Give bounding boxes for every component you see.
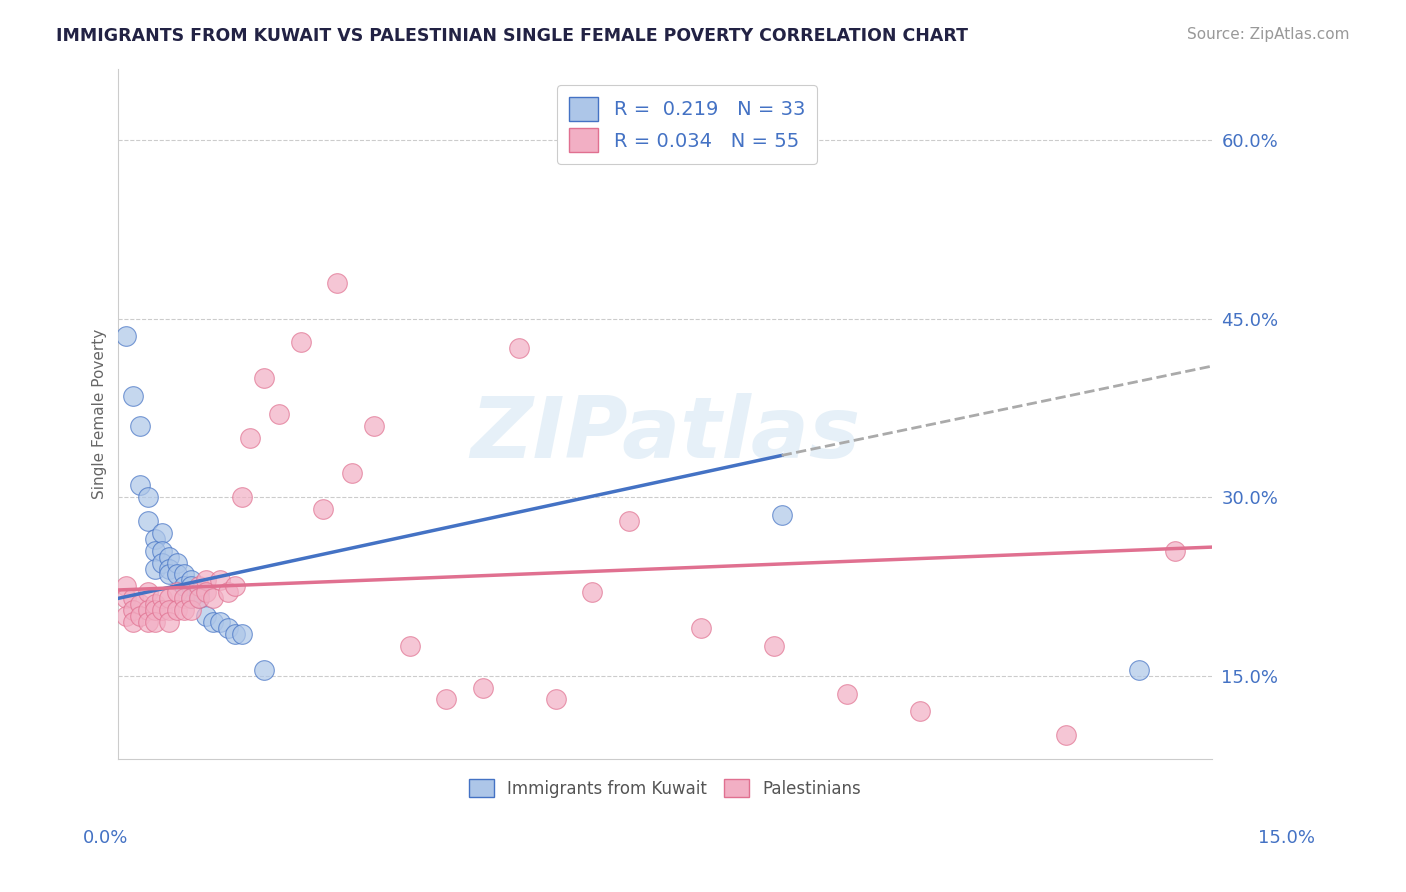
Point <box>837 687 859 701</box>
Point <box>136 585 159 599</box>
Text: 0.0%: 0.0% <box>83 829 128 847</box>
Point <box>129 418 152 433</box>
Point <box>194 585 217 599</box>
Point <box>187 585 209 599</box>
Point <box>166 556 188 570</box>
Point <box>114 579 136 593</box>
Point <box>114 609 136 624</box>
Point <box>122 591 145 606</box>
Point <box>290 335 312 350</box>
Point <box>908 705 931 719</box>
Point <box>399 639 422 653</box>
Point <box>194 609 217 624</box>
Point <box>159 603 181 617</box>
Point <box>180 591 202 606</box>
Point <box>159 615 181 629</box>
Point <box>1128 663 1150 677</box>
Point <box>150 591 173 606</box>
Point <box>166 585 188 599</box>
Point <box>136 603 159 617</box>
Point <box>143 597 166 611</box>
Text: ZIPatlas: ZIPatlas <box>470 393 860 476</box>
Point <box>763 639 786 653</box>
Point <box>217 621 239 635</box>
Point <box>617 514 640 528</box>
Point <box>581 585 603 599</box>
Point <box>180 603 202 617</box>
Point <box>143 532 166 546</box>
Point <box>340 467 363 481</box>
Point <box>180 574 202 588</box>
Point <box>159 567 181 582</box>
Point <box>436 692 458 706</box>
Point <box>173 591 195 606</box>
Point <box>690 621 713 635</box>
Point <box>253 663 276 677</box>
Text: 15.0%: 15.0% <box>1258 829 1315 847</box>
Point <box>1054 728 1077 742</box>
Point <box>180 591 202 606</box>
Text: Source: ZipAtlas.com: Source: ZipAtlas.com <box>1187 27 1350 42</box>
Point <box>471 681 494 695</box>
Point <box>231 627 253 641</box>
Legend: Immigrants from Kuwait, Palestinians: Immigrants from Kuwait, Palestinians <box>461 771 869 806</box>
Point <box>150 543 173 558</box>
Y-axis label: Single Female Poverty: Single Female Poverty <box>93 328 107 499</box>
Point <box>159 561 181 575</box>
Text: IMMIGRANTS FROM KUWAIT VS PALESTINIAN SINGLE FEMALE POVERTY CORRELATION CHART: IMMIGRANTS FROM KUWAIT VS PALESTINIAN SI… <box>56 27 969 45</box>
Point <box>143 561 166 575</box>
Point <box>194 574 217 588</box>
Point <box>217 585 239 599</box>
Point <box>150 603 173 617</box>
Point <box>187 591 209 606</box>
Point <box>363 418 385 433</box>
Point <box>129 597 152 611</box>
Point <box>187 579 209 593</box>
Point <box>224 579 246 593</box>
Point <box>150 525 173 540</box>
Point <box>231 490 253 504</box>
Point <box>173 603 195 617</box>
Point <box>253 371 276 385</box>
Point <box>770 508 793 522</box>
Point <box>114 591 136 606</box>
Point <box>159 591 181 606</box>
Point <box>267 407 290 421</box>
Point <box>114 329 136 343</box>
Point <box>122 389 145 403</box>
Point <box>143 543 166 558</box>
Point <box>173 567 195 582</box>
Point <box>202 591 225 606</box>
Point <box>209 574 232 588</box>
Point <box>544 692 567 706</box>
Point <box>129 609 152 624</box>
Point <box>209 615 232 629</box>
Point <box>136 490 159 504</box>
Point <box>311 502 333 516</box>
Point <box>122 615 145 629</box>
Point <box>508 341 530 355</box>
Point <box>166 567 188 582</box>
Point <box>224 627 246 641</box>
Point <box>187 591 209 606</box>
Point <box>159 549 181 564</box>
Point <box>129 478 152 492</box>
Point <box>166 603 188 617</box>
Point <box>202 615 225 629</box>
Point <box>136 615 159 629</box>
Point <box>1164 543 1187 558</box>
Point <box>122 603 145 617</box>
Point <box>239 431 262 445</box>
Point <box>143 615 166 629</box>
Point <box>150 556 173 570</box>
Point <box>173 579 195 593</box>
Point <box>326 276 349 290</box>
Point <box>136 514 159 528</box>
Point <box>180 579 202 593</box>
Point <box>143 603 166 617</box>
